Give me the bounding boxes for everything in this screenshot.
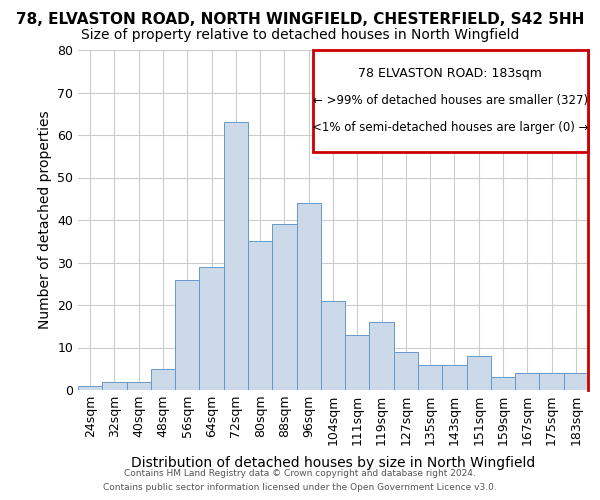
Bar: [199, 267, 224, 390]
Bar: [467, 356, 491, 390]
Text: 78 ELVASTON ROAD: 183sqm: 78 ELVASTON ROAD: 183sqm: [358, 67, 542, 80]
Bar: [442, 364, 467, 390]
Bar: [296, 203, 321, 390]
X-axis label: Distribution of detached houses by size in North Wingfield: Distribution of detached houses by size …: [131, 456, 535, 470]
Bar: [78, 386, 102, 390]
Bar: [345, 335, 370, 390]
Bar: [418, 364, 442, 390]
Text: <1% of semi-detached houses are larger (0) →: <1% of semi-detached houses are larger (…: [312, 122, 589, 134]
Bar: [394, 352, 418, 390]
Bar: [321, 300, 345, 390]
Text: Contains HM Land Registry data © Crown copyright and database right 2024.: Contains HM Land Registry data © Crown c…: [124, 468, 476, 477]
Bar: [491, 377, 515, 390]
Bar: [272, 224, 296, 390]
Text: Contains public sector information licensed under the Open Government Licence v3: Contains public sector information licen…: [103, 484, 497, 492]
Bar: [127, 382, 151, 390]
Bar: [539, 373, 564, 390]
Bar: [102, 382, 127, 390]
Bar: [224, 122, 248, 390]
Y-axis label: Number of detached properties: Number of detached properties: [38, 110, 52, 330]
Bar: [175, 280, 199, 390]
Text: 78, ELVASTON ROAD, NORTH WINGFIELD, CHESTERFIELD, S42 5HH: 78, ELVASTON ROAD, NORTH WINGFIELD, CHES…: [16, 12, 584, 28]
Bar: [248, 242, 272, 390]
Text: Size of property relative to detached houses in North Wingfield: Size of property relative to detached ho…: [81, 28, 519, 42]
Bar: [370, 322, 394, 390]
Bar: [515, 373, 539, 390]
Text: ← >99% of detached houses are smaller (327): ← >99% of detached houses are smaller (3…: [313, 94, 588, 107]
FancyBboxPatch shape: [313, 50, 588, 152]
Bar: [151, 369, 175, 390]
Bar: [564, 373, 588, 390]
